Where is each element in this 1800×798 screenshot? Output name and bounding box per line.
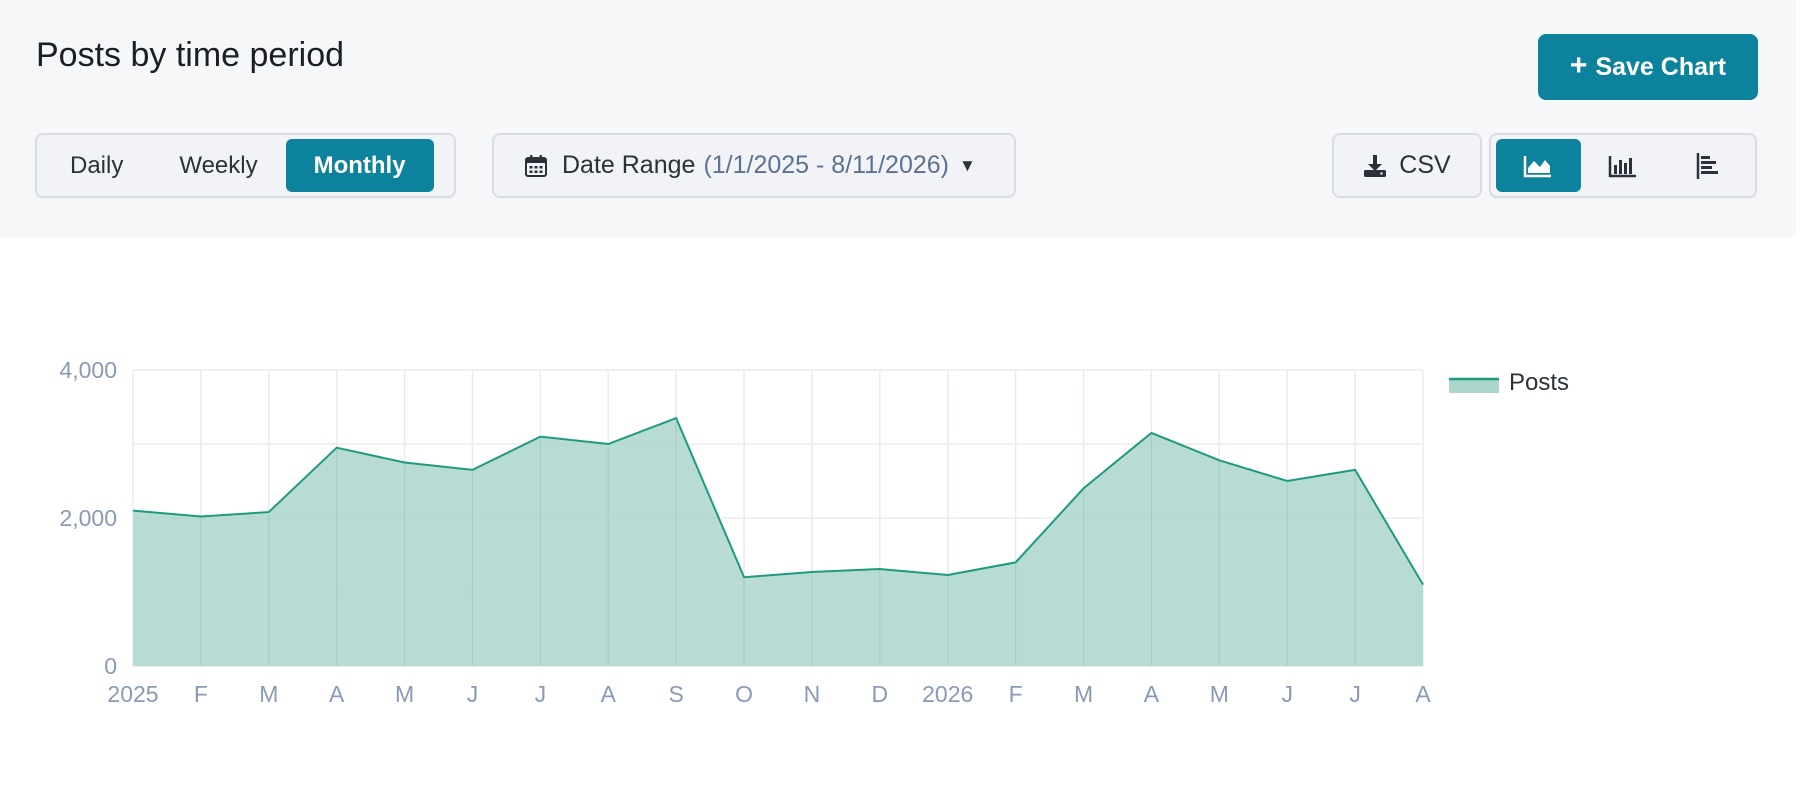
x-tick-label: A bbox=[329, 681, 345, 707]
horizontal-bar-chart-icon bbox=[1696, 152, 1718, 179]
save-chart-button[interactable]: + Save Chart bbox=[1538, 34, 1758, 100]
date-range-value: (1/1/2025 - 8/11/2026) bbox=[703, 151, 949, 179]
x-tick-label: J bbox=[467, 681, 479, 707]
x-tick-label: A bbox=[1144, 681, 1160, 707]
x-tick-label: A bbox=[601, 681, 617, 707]
caret-down-icon: ▼ bbox=[958, 155, 976, 175]
csv-label: CSV bbox=[1399, 151, 1451, 179]
bar-chart-button[interactable] bbox=[1581, 139, 1666, 192]
y-tick-label: 4,000 bbox=[59, 357, 117, 383]
x-tick-label: A bbox=[1415, 681, 1431, 707]
x-tick-label: F bbox=[1009, 681, 1023, 707]
x-tick-label: N bbox=[804, 681, 821, 707]
area-chart-icon bbox=[1524, 155, 1552, 177]
csv-download-button[interactable]: CSV bbox=[1332, 133, 1482, 198]
x-tick-label: M bbox=[395, 681, 414, 707]
legend-swatch-fill bbox=[1449, 379, 1499, 393]
period-weekly-button[interactable]: Weekly bbox=[151, 139, 285, 192]
legend-label-posts: Posts bbox=[1509, 369, 1569, 396]
plus-icon: + bbox=[1569, 48, 1588, 82]
series-area-posts bbox=[133, 418, 1423, 666]
x-tick-label: S bbox=[668, 681, 683, 707]
period-selector: Daily Weekly Monthly bbox=[35, 133, 456, 198]
x-tick-label: 2025 bbox=[107, 681, 158, 707]
date-range-label: Date Range bbox=[562, 151, 696, 179]
page-title: Posts by time period bbox=[36, 36, 345, 74]
period-monthly-button[interactable]: Monthly bbox=[285, 139, 434, 192]
x-tick-label: M bbox=[1074, 681, 1093, 707]
period-daily-button[interactable]: Daily bbox=[42, 139, 151, 192]
download-icon bbox=[1364, 154, 1387, 177]
x-tick-label: J bbox=[1281, 681, 1293, 707]
x-tick-label: D bbox=[872, 681, 889, 707]
y-tick-label: 2,000 bbox=[59, 505, 117, 531]
x-tick-label: J bbox=[535, 681, 547, 707]
x-tick-label: J bbox=[1349, 681, 1361, 707]
date-range-dropdown[interactable]: Date Range (1/1/2025 - 8/11/2026) ▼ bbox=[492, 133, 1016, 198]
posts-area-chart: 0 2,000 4,000 2025 F M A M J J A S O N D 2026 F M A M J J A Pos… bbox=[59, 357, 1569, 707]
y-tick-label: 0 bbox=[104, 653, 117, 679]
calendar-icon bbox=[525, 154, 547, 177]
chart-type-selector bbox=[1489, 133, 1757, 198]
bar-chart-icon bbox=[1608, 155, 1636, 177]
x-tick-label: M bbox=[259, 681, 278, 707]
save-chart-label: Save Chart bbox=[1595, 52, 1727, 81]
area-chart-button[interactable] bbox=[1496, 139, 1581, 192]
horizontal-bar-chart-button[interactable] bbox=[1665, 139, 1750, 192]
x-tick-label: 2026 bbox=[922, 681, 973, 707]
x-tick-label: M bbox=[1210, 681, 1229, 707]
series-line-posts bbox=[132, 416, 1424, 586]
x-tick-label: F bbox=[194, 681, 208, 707]
x-tick-label: O bbox=[735, 681, 753, 707]
